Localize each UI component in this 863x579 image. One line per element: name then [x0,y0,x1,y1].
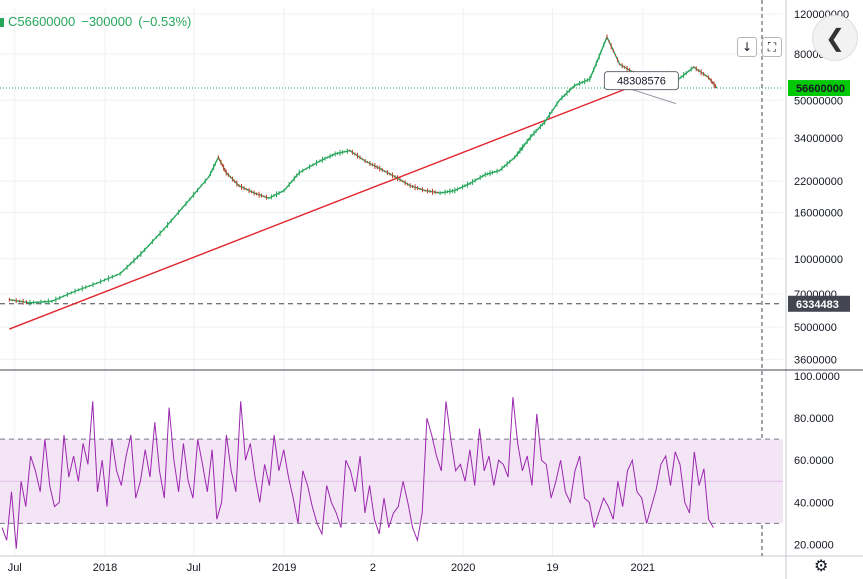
arrow-down-icon: ↓ [741,40,753,54]
price-tick-label: 50000000 [794,95,843,107]
time-tick-label: 19 [546,562,558,574]
rsi-tick-label: 40.0000 [794,497,834,509]
collapse-panel-button[interactable]: ❮ [812,15,858,61]
legend-close: C56600000 [8,14,76,29]
ohlc-legend: C56600000 −300000 (−0.53%) [0,14,197,29]
rsi-tick-label: 100.0000 [794,371,840,383]
price-tick-label: 5000000 [794,322,837,334]
rsi-series-line[interactable] [1,397,714,549]
chevron-left-icon: ❮ [824,24,846,52]
settings-button[interactable]: ⚙ [814,556,828,575]
rsi-tick-label: 80.0000 [794,413,834,425]
legend-change: −300000 [81,14,133,29]
trendline-price-callout[interactable]: 48308576 [603,71,679,105]
svg-text:56600000: 56600000 [796,83,845,95]
gear-icon: ⚙ [814,556,829,575]
time-tick-label: 2 [370,562,376,574]
time-tick-label: Jul [8,562,22,574]
price-tick-label: 3600000 [794,354,837,366]
rsi-tick-label: 20.0000 [794,539,834,551]
marked-price-badge: 6334483 [788,295,850,312]
trendline[interactable] [9,84,635,330]
legend-change-pct: (−0.53%) [138,14,192,29]
time-tick-label: 2021 [631,562,655,574]
current-price-badge: 56600000 [788,80,850,97]
fullscreen-icon: ⛶ [767,40,777,54]
time-tick-label: 2020 [451,562,475,574]
time-tick-label: 2018 [93,562,117,574]
price-tick-label: 22000000 [794,176,843,188]
time-tick-label: 2019 [272,562,296,574]
scroll-down-button[interactable]: ↓ [737,37,757,57]
price-tick-label: 16000000 [794,207,843,219]
price-tick-label: 10000000 [794,254,843,266]
time-tick-label: Jul [187,562,201,574]
fullscreen-button[interactable]: ⛶ [762,37,782,57]
series-color-marker [0,18,4,28]
svg-text:6334483: 6334483 [796,299,839,311]
price-tick-label: 34000000 [794,133,843,145]
rsi-tick-label: 60.0000 [794,455,834,467]
svg-text:48308576: 48308576 [617,76,666,88]
